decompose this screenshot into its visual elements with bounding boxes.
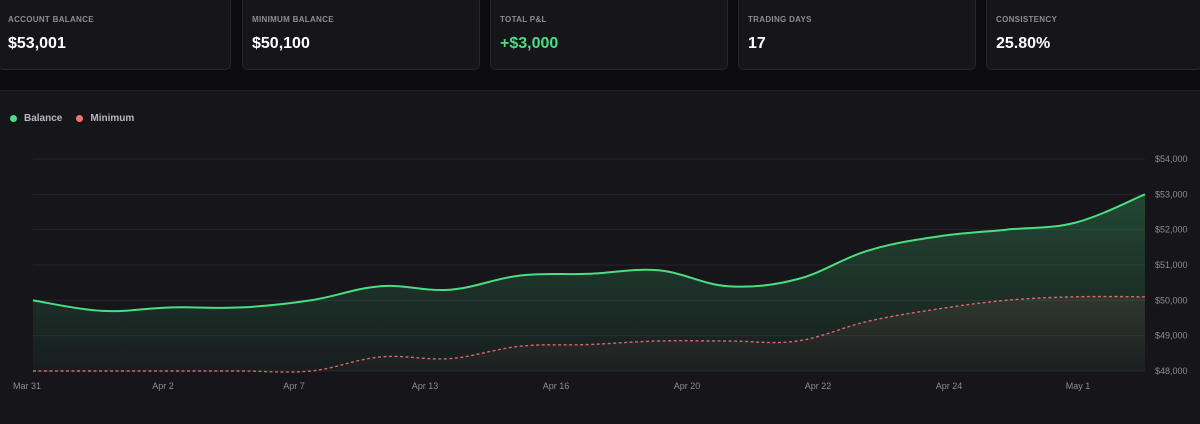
stat-value: +$3,000	[500, 35, 559, 52]
legend-item-balance[interactable]: Balance	[10, 113, 62, 124]
stat-label: TRADING DAYS	[748, 15, 812, 24]
y-tick-label: $48,000	[1155, 366, 1188, 376]
x-tick-label: Mar 31	[13, 381, 41, 391]
stat-card-consistency: CONSISTENCY 25.80%	[986, 0, 1200, 70]
stat-value: 17	[748, 35, 766, 52]
legend-dot-minimum	[76, 114, 84, 122]
stat-value: $50,100	[252, 35, 310, 52]
y-tick-label: $52,000	[1155, 225, 1188, 235]
stat-card-account-balance: ACCOUNT BALANCE $53,001	[0, 0, 231, 70]
y-tick-label: $50,000	[1155, 295, 1188, 305]
stat-value: $53,001	[8, 35, 66, 52]
balance-line	[32, 193, 1146, 313]
chart-legend: Balance Minimum	[10, 111, 148, 125]
stats-row: ACCOUNT BALANCE $53,001 MINIMUM BALANCE …	[0, 0, 1200, 72]
stat-value: 25.80%	[996, 35, 1051, 52]
y-tick-label: $49,000	[1155, 331, 1188, 341]
balance-chart: $54,000 $53,000 $52,000 $51,000 $50,000 $49,0…	[13, 154, 1188, 391]
legend-label-balance: Balance	[24, 112, 63, 124]
stat-card-minimum-balance: MINIMUM BALANCE $50,100	[242, 0, 480, 70]
stat-label: ACCOUNT BALANCE	[8, 15, 94, 24]
x-tick-label: Apr 22	[805, 381, 832, 391]
x-tick-label: Apr 16	[543, 381, 570, 391]
stat-card-total-pnl: TOTAL P&L +$3,000	[490, 0, 728, 70]
stat-label: CONSISTENCY	[996, 15, 1058, 24]
stat-label: MINIMUM BALANCE	[252, 15, 334, 24]
x-tick-label: Apr 7	[283, 381, 305, 391]
minimum-line	[33, 295, 1146, 373]
y-tick-label: $53,000	[1155, 189, 1188, 199]
x-tick-label: Apr 2	[152, 381, 174, 391]
balance-area	[33, 194, 1145, 371]
x-tick-label: Apr 13	[412, 381, 439, 391]
legend-dot-balance	[10, 114, 17, 122]
stat-label: TOTAL P&L	[500, 15, 547, 24]
y-tick-label: $54,000	[1155, 154, 1188, 164]
legend-label-minimum: Minimum	[90, 112, 135, 124]
stat-card-trading-days: TRADING DAYS 17	[738, 0, 976, 70]
x-tick-label: Apr 20	[674, 381, 701, 391]
x-tick-label: May 1	[1066, 381, 1091, 391]
chart-panel: Balance Minimum $54,000 $53,000 $52,000 $51…	[0, 90, 1200, 424]
legend-item-minimum[interactable]: Minimum	[76, 113, 134, 124]
x-tick-label: Apr 24	[936, 381, 963, 391]
y-tick-label: $51,000	[1155, 260, 1188, 270]
